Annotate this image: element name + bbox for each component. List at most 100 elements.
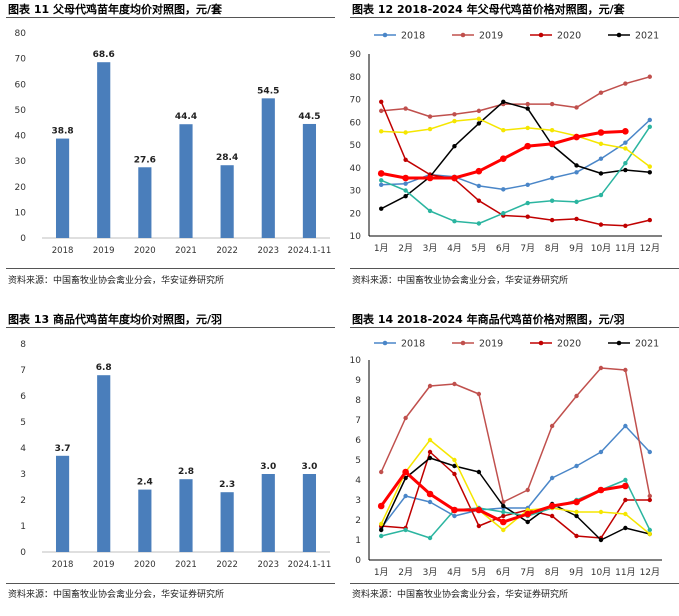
data-point [574,170,579,175]
data-point [427,208,433,214]
x-tick-label: 2019 [93,560,115,570]
data-point [623,367,628,373]
data-point [647,74,652,79]
legend-marker [538,340,544,346]
line-chart-commercial-monthly: 0 1 2 3 4 5 6 7 8 9 10 1月 2月 3月 4月 5月 6月 7月 8月 9月 10月 11月 12月 2… [350,339,662,578]
bar [261,474,275,552]
data-point [623,167,628,173]
data-label: 27.6 [134,155,156,165]
data-point [525,200,530,206]
data-label: 54.5 [257,86,279,96]
data-point [623,140,628,145]
data-point [476,523,482,529]
chart-title: 图表 14 2018-2024 年商品代鸡苗价格对照图，元/羽 [352,313,625,326]
data-point [598,192,604,198]
series-line [380,367,651,503]
y-tick-label: 70 [350,96,362,106]
data-point [452,457,457,463]
data-point [403,130,408,135]
x-tick-label: 2018 [52,560,74,570]
x-tick-label: 11月 [615,243,635,254]
data-point [525,487,530,493]
data-point [501,128,506,133]
data-point [452,381,457,387]
data-point [524,142,532,150]
data-point [623,81,628,86]
y-tick-label: 20 [15,183,27,193]
data-point [427,383,433,389]
y-tick-label: 90 [350,50,362,60]
y-tick-label: 7 [20,366,26,376]
data-point [549,198,555,203]
data-point [426,174,434,182]
source-note: 资料来源：中国畜牧业协会禽业分会，华安证券研究所 [8,276,225,286]
data-point [549,175,555,181]
data-label: 3.0 [260,462,276,472]
x-tick-label: 2020 [134,246,156,256]
data-point [452,513,457,519]
x-tick-label: 8月 [545,243,560,254]
legend-label: 2021 [635,31,659,42]
data-point [549,217,555,223]
y-tick-label: 8 [20,340,26,350]
data-point [403,181,408,186]
legend-marker [538,32,544,38]
x-tick-label: 9月 [569,243,584,254]
x-tick-label: 2月 [398,567,413,578]
data-point [403,106,408,111]
bar [302,123,317,238]
data-point [452,118,457,124]
x-tick-label: 3月 [423,243,438,254]
y-tick-label: 0 [20,234,26,244]
source-divider [350,583,679,584]
legend-label: 2018 [401,339,425,350]
data-point [574,163,579,168]
data-point [525,519,530,525]
data-point [573,498,580,506]
x-tick-label: 7月 [520,567,535,578]
data-point [598,449,604,455]
data-point [598,90,604,95]
data-point [476,183,482,189]
y-tick-label: 10 [350,232,362,242]
data-point [379,206,384,211]
data-point [501,187,506,192]
data-point [598,222,604,227]
data-label: 68.6 [93,50,115,60]
x-tick-label: 1月 [374,567,389,578]
source-divider [6,268,335,269]
data-point [403,415,408,421]
y-tick-label: 6 [20,392,26,402]
data-point [549,423,555,429]
x-tick-label: 4月 [447,243,462,254]
data-point [475,167,483,175]
data-point [476,469,482,475]
data-point [501,211,506,216]
legend-label: 2019 [479,339,503,350]
bar [55,455,70,552]
series-line [381,76,651,118]
y-tick-label: 60 [15,80,27,90]
data-point [403,527,408,533]
legend-label: 2019 [479,31,503,42]
y-tick-label: 60 [350,118,362,128]
data-point [647,217,652,223]
data-point [622,128,629,135]
data-point [598,141,604,147]
legend-marker [460,32,466,38]
data-point [573,133,580,141]
source-divider [6,583,335,584]
data-point [598,171,604,176]
y-tick-label: 80 [350,73,362,83]
chart-title: 图表 12 2018-2024 年父母代鸡苗价格对照图，元/套 [352,3,625,16]
series-line [381,119,651,191]
data-point [623,511,628,517]
chart-title: 图表 11 父母代鸡苗年度均价对照图，元/套 [8,3,222,16]
y-tick-label: 3 [355,496,361,506]
data-point [427,449,433,455]
data-point [597,486,605,494]
y-tick-label: 30 [15,157,27,167]
data-point [647,531,652,537]
data-point [403,157,408,162]
data-point [501,513,506,519]
